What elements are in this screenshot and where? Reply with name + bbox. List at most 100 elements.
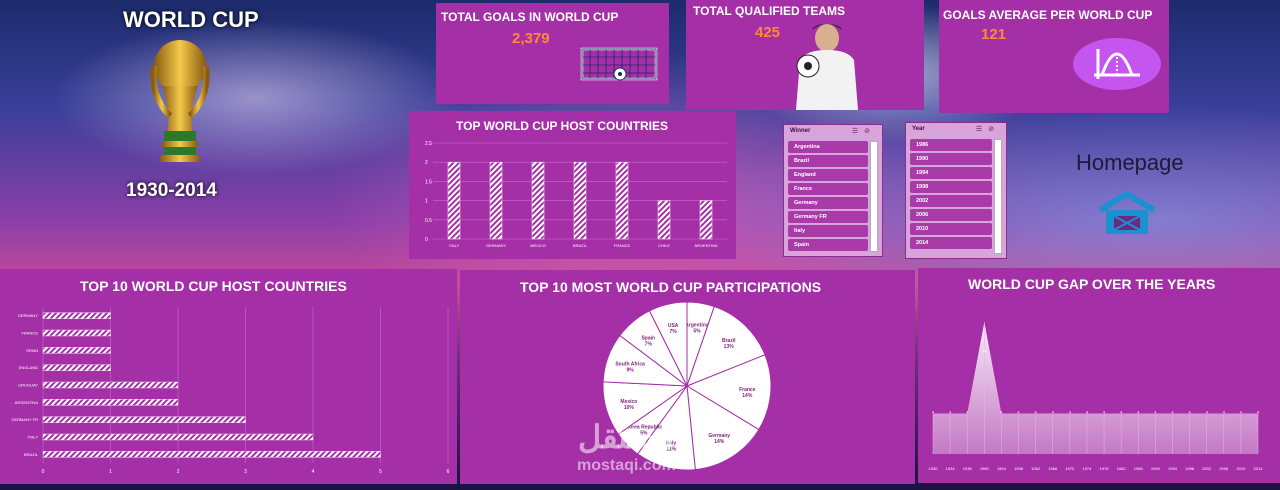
horizontal-bar-chart: 0 1 2 3 4 5 6 GERMANY FRANCE SPAIN ENGLAND URUGUAY A… — [11, 307, 450, 475]
y-tick-label: URUGUAY — [18, 383, 38, 388]
slicer-item[interactable]: 2002 — [910, 195, 992, 207]
homepage-label[interactable]: Homepage — [1076, 150, 1184, 175]
slice-percent: 14% — [714, 439, 725, 445]
x-tick-label: 0 — [42, 469, 45, 475]
slicer-item[interactable]: 1990 — [910, 153, 992, 165]
slicer-item[interactable]: Argentina — [788, 141, 868, 153]
slice-percent: 5% — [693, 328, 701, 334]
bar — [42, 416, 246, 423]
x-tick-label: MEXICO — [530, 243, 546, 248]
slicer-clear-filter-icon[interactable]: ☰⊘ — [975, 126, 1000, 133]
slicer-scrollbar[interactable] — [994, 139, 1002, 254]
x-tick-label: 2 — [177, 469, 180, 475]
slicer-item[interactable]: 2010 — [910, 223, 992, 235]
kpi-total-teams: TOTAL QUALIFIED TEAMS 425 — [686, 0, 924, 110]
slicer-scrollbar[interactable] — [870, 141, 878, 252]
pie-slice — [685, 354, 772, 431]
kpi-value: 2,379 — [512, 30, 550, 47]
year-slicer[interactable]: Year ☰⊘ 1986 1990 1994 1998 2002 2006 2010 2014 — [905, 122, 1007, 259]
bar — [657, 200, 671, 240]
slicer-item[interactable]: 2014 — [910, 237, 992, 249]
x-tick-label: 4 — [312, 469, 315, 475]
x-tick-label: 1970 — [1065, 466, 1075, 471]
x-tick-label: 6 — [447, 469, 450, 475]
bar — [42, 329, 111, 337]
data-label: 4 — [1120, 410, 1123, 415]
slicer-item[interactable]: 1994 — [910, 167, 992, 179]
slicer-item[interactable]: Italy — [788, 225, 868, 237]
chart-top10-host-countries: TOP 10 WORLD CUP HOST COUNTRIES 0 1 2 3 4 5 6 G… — [0, 269, 457, 484]
x-tick-label: 5 — [379, 469, 382, 475]
x-tick-label: 1982 — [1117, 466, 1127, 471]
slicer-clear-filter-icon[interactable]: ☰⊘ — [851, 128, 876, 135]
area-chart: 4 1930 4 1934 4 1938 16 1950 4 1954 4 1958 4 1962 4 196… — [929, 322, 1264, 471]
slicer-item[interactable]: Spain — [788, 239, 868, 251]
x-tick-label: 2014 — [1254, 466, 1264, 471]
data-label: 4 — [1171, 410, 1174, 415]
kpi-value: 121 — [981, 26, 1007, 43]
bar — [42, 399, 179, 406]
slice-label: South Africa — [615, 361, 645, 367]
slice-percent: 10% — [624, 405, 635, 411]
slice-label: Korea Republic — [626, 424, 663, 430]
x-tick-label: BRAZIL — [573, 243, 588, 248]
slicer-header: Year — [912, 126, 925, 132]
y-tick-label: SPAIN — [26, 348, 38, 353]
y-tick-label: FRANCE — [22, 331, 39, 336]
x-tick-label: FRANCE — [614, 243, 631, 248]
page-title: WORLD CUP — [123, 7, 259, 32]
slice-percent: 5% — [640, 430, 648, 436]
x-tick-label: ARGENTINA — [694, 243, 718, 248]
pie-slice — [636, 384, 696, 471]
pie-slice — [686, 305, 766, 387]
watermark-text: mostaqi.com — [577, 457, 676, 474]
slicer-item[interactable]: Germany — [788, 197, 868, 209]
slicer-item[interactable]: Brazil — [788, 155, 868, 167]
y-tick-label: GERMANY FR — [11, 417, 38, 422]
slice-label: Germany — [708, 433, 730, 439]
y-tick-label: 2 — [425, 160, 428, 166]
slice-percent: 11% — [666, 446, 676, 452]
slice-label: Italy — [666, 440, 676, 446]
data-label: 4 — [1137, 410, 1140, 415]
home-icon[interactable] — [1096, 190, 1158, 236]
kpi-title: TOTAL QUALIFIED TEAMS — [693, 4, 845, 18]
winner-slicer[interactable]: Winner ☰⊘ Argentina Brazil England France Ge… — [783, 124, 883, 257]
x-tick-label: 1994 — [1168, 466, 1178, 471]
x-tick-label: 2006 — [1219, 466, 1229, 471]
watermark-logo: مستقل — [578, 419, 674, 455]
slicer-item[interactable]: England — [788, 169, 868, 181]
chart-gap-over-years: WORLD CUP GAP OVER THE YEARS 4 1930 4 1934 4… — [918, 268, 1280, 483]
x-tick-label: 1934 — [946, 466, 956, 471]
bar — [573, 161, 587, 240]
data-label: 4 — [1257, 410, 1260, 415]
data-label: 4 — [1154, 410, 1157, 415]
x-tick-label: 1930 — [929, 466, 939, 471]
x-tick-label: 1 — [109, 469, 112, 475]
slicer-item[interactable]: France — [788, 183, 868, 195]
slicer-item[interactable]: 1998 — [910, 181, 992, 193]
data-label: 4 — [1103, 410, 1106, 415]
x-tick-label: 1998 — [1185, 466, 1195, 471]
slicer-item[interactable]: 2006 — [910, 209, 992, 221]
x-tick-label: 1938 — [963, 466, 973, 471]
data-label: 4 — [1188, 410, 1191, 415]
data-label: 4 — [1035, 410, 1038, 415]
slice-label: Brazil — [722, 338, 736, 344]
bar — [42, 433, 314, 441]
bar — [615, 161, 629, 240]
x-tick-label: 1962 — [1031, 466, 1041, 471]
years-range: 1930-2014 — [126, 180, 217, 201]
slicer-item[interactable]: Germany FR — [788, 211, 868, 223]
x-tick-label: 1958 — [1014, 466, 1024, 471]
bar — [489, 161, 503, 240]
y-tick-label: 2.5 — [425, 141, 432, 147]
slice-label: Mexico — [620, 399, 637, 405]
slicer-item[interactable]: 1986 — [910, 139, 992, 151]
bar — [42, 381, 179, 389]
bar — [531, 161, 545, 240]
slice-percent: 14% — [742, 393, 753, 399]
slice-percent: 7% — [645, 342, 653, 348]
y-tick-label: 1 — [425, 199, 428, 205]
x-tick-label: 1954 — [997, 466, 1007, 471]
